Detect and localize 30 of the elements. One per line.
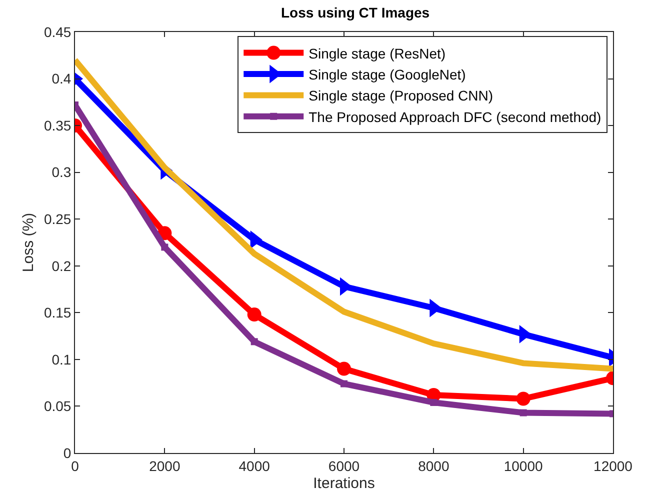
x-tick-label: 8000 bbox=[418, 458, 450, 474]
y-tick-label: 0.35 bbox=[44, 117, 72, 134]
point bbox=[250, 338, 258, 346]
legend-label: Single stage (GoogleNet) bbox=[308, 66, 466, 82]
x-axis-title: Iterations bbox=[313, 474, 375, 492]
y-tick-label: 0.25 bbox=[44, 211, 72, 228]
y-tick-label: 0.4 bbox=[52, 70, 72, 87]
point bbox=[520, 409, 527, 416]
point bbox=[516, 392, 530, 406]
point bbox=[337, 362, 351, 376]
x-tick-label: 12000 bbox=[594, 458, 633, 474]
x-tick-label: 6000 bbox=[328, 458, 360, 474]
chart-title: Loss using CT Images bbox=[281, 4, 430, 20]
y-tick-label: 0.45 bbox=[44, 24, 72, 40]
point bbox=[340, 380, 348, 388]
legend-label: The Proposed Approach DFC (second method) bbox=[308, 108, 602, 125]
y-tick-label: 0.15 bbox=[44, 304, 72, 321]
legend-label: Single stage (ResNet) bbox=[308, 45, 446, 62]
point bbox=[430, 398, 438, 406]
y-tick-label: 0.2 bbox=[52, 258, 72, 274]
y-axis-title: Loss (%) bbox=[20, 212, 38, 272]
x-tick-label: 10000 bbox=[504, 458, 544, 474]
y-tick-label: 0.05 bbox=[44, 398, 72, 414]
y-tick-label: 0 bbox=[63, 444, 72, 461]
y-tick-label: 0.1 bbox=[52, 351, 72, 368]
x-tick-label: 2000 bbox=[149, 458, 180, 474]
x-tick-label: 4000 bbox=[238, 458, 270, 474]
y-tick-label: 0.3 bbox=[52, 164, 72, 180]
point bbox=[247, 308, 262, 322]
legend-label: Single stage (Proposed CNN) bbox=[308, 88, 494, 104]
